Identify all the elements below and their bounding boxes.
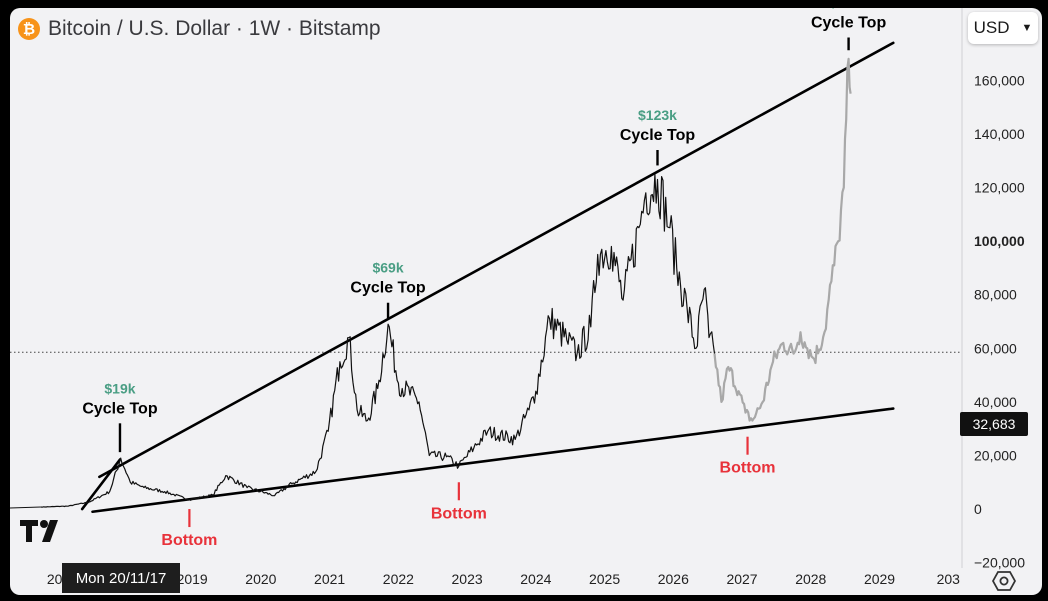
chart-frame: Cycle Top $19k Cycle Top $69k Cycle Top $123k… xyxy=(10,8,1042,595)
cycle-top-price: $19k xyxy=(104,380,135,396)
x-tick-label: 2029 xyxy=(864,571,895,587)
x-tick-label: 2020 xyxy=(245,571,276,587)
chart-title-bar: ₿ Bitcoin / U.S. Dollar · 1W · Bitstamp xyxy=(18,16,381,42)
trendlines-group xyxy=(80,41,895,514)
x-tick-label: 2027 xyxy=(726,571,757,587)
historical-series xyxy=(40,173,716,508)
y-tick-label: 120,000 xyxy=(974,180,1025,196)
y-tick-label: 60,000 xyxy=(974,340,1017,356)
cycle-top-price: $69k xyxy=(372,260,403,276)
x-tick-label: 2024 xyxy=(520,571,551,587)
x-tick-label: 2023 xyxy=(452,571,483,587)
x-tick-label: 2028 xyxy=(795,571,826,587)
annotations-group: Cycle Top $19k Cycle Top $69k Cycle Top $123k… xyxy=(82,8,886,549)
y-tick-label: 20,000 xyxy=(974,447,1017,463)
early-price-line xyxy=(10,506,41,509)
trendline-upper xyxy=(98,41,895,479)
tradingview-logo xyxy=(20,520,58,542)
price-chart[interactable]: Cycle Top $19k Cycle Top $69k Cycle Top $123k… xyxy=(10,8,1042,595)
crosshair-price-label: 32,683 xyxy=(960,412,1028,436)
cycle-top-label: Cycle Top xyxy=(811,14,887,31)
trendline-lower xyxy=(91,407,895,514)
bottom-label: Bottom xyxy=(161,532,217,549)
x-axis-ticks: 2020182019202020212022202320242025202620… xyxy=(47,571,960,587)
x-tick-label: 20 xyxy=(47,571,63,587)
y-tick-label: −20,000 xyxy=(974,555,1025,571)
chevron-down-icon: ▼ xyxy=(1021,22,1033,34)
cycle-top-price: $168k xyxy=(829,8,868,10)
y-tick-label: 100,000 xyxy=(974,233,1025,249)
currency-selector[interactable]: USD ▼ xyxy=(968,12,1038,44)
bottom-label: Bottom xyxy=(720,460,776,477)
y-tick-label: 160,000 xyxy=(974,72,1025,88)
y-tick-label: 140,000 xyxy=(974,126,1025,142)
settings-icon[interactable] xyxy=(992,569,1016,593)
x-tick-label: 2021 xyxy=(314,571,345,587)
x-tick-label: 2026 xyxy=(658,571,689,587)
y-tick-label: 40,000 xyxy=(974,394,1017,410)
cycle-top-label: Cycle Top xyxy=(620,127,696,144)
bottom-label: Bottom xyxy=(431,505,487,522)
projection-series xyxy=(713,57,852,422)
series-group xyxy=(10,57,852,509)
y-tick-label: 80,000 xyxy=(974,287,1017,303)
cycle-top-price: $123k xyxy=(638,107,677,123)
x-tick-label: 2019 xyxy=(177,571,208,587)
x-tick-label: 203 xyxy=(937,571,961,587)
cycle-top-label: Cycle Top xyxy=(350,280,426,297)
bitcoin-icon: ₿ xyxy=(18,18,40,40)
y-tick-label: 0 xyxy=(974,501,982,517)
cycle-top-label: Cycle Top xyxy=(82,400,158,417)
x-tick-label: 2025 xyxy=(589,571,620,587)
trendline-early xyxy=(80,458,122,511)
chart-title: Bitcoin / U.S. Dollar · 1W · Bitstamp xyxy=(48,17,381,40)
crosshair-date-label: Mon 20/11/17 xyxy=(62,563,180,593)
currency-label: USD xyxy=(973,18,1010,37)
x-tick-label: 2022 xyxy=(383,571,414,587)
y-axis-ticks: −20,000 0 20,000 40,000 60,000 80,000 100,000 1… xyxy=(974,19,1025,571)
